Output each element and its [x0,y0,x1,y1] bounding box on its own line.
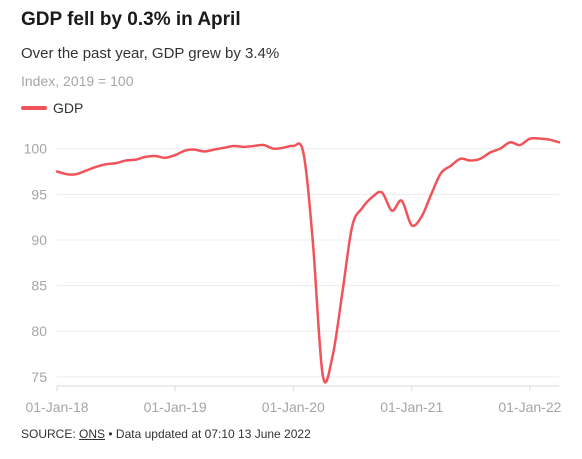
x-tick-label: 01-Jan-21 [380,399,443,415]
source-prefix: SOURCE: [21,427,76,441]
x-tick-label: 01-Jan-18 [25,399,88,415]
chart-title: GDP fell by 0.3% in April [21,9,241,30]
y-tick-label: 95 [31,186,47,202]
legend-swatch [21,106,47,110]
source-note: SOURCE: ONS • Data updated at 07:10 13 J… [21,427,311,441]
y-tick-label: 85 [31,278,47,294]
source-link[interactable]: ONS [79,427,106,441]
legend: GDP [21,100,83,116]
y-axis: 75 80 85 90 95 100 [24,141,48,385]
chart-subtitle: Over the past year, GDP grew by 3.4% [21,45,280,62]
legend-label: GDP [53,100,84,116]
unit-label: Index, 2019 = 100 [21,73,134,89]
x-tick-label: 01-Jan-20 [262,399,325,415]
y-tick-label: 100 [24,141,48,157]
x-tick-label: 01-Jan-19 [144,399,207,415]
series-line-gdp [55,136,561,384]
source-suffix: • Data updated at 07:10 13 June 2022 [108,427,311,441]
gridlines [57,148,559,387]
x-axis: 01-Jan-18 01-Jan-19 01-Jan-20 01-Jan-21 01-J… [25,386,562,415]
x-tick-label: 01-Jan-22 [498,399,561,415]
series-lines [55,136,561,384]
y-tick-label: 75 [31,369,47,385]
y-tick-label: 80 [31,323,47,339]
y-tick-label: 90 [31,232,47,248]
